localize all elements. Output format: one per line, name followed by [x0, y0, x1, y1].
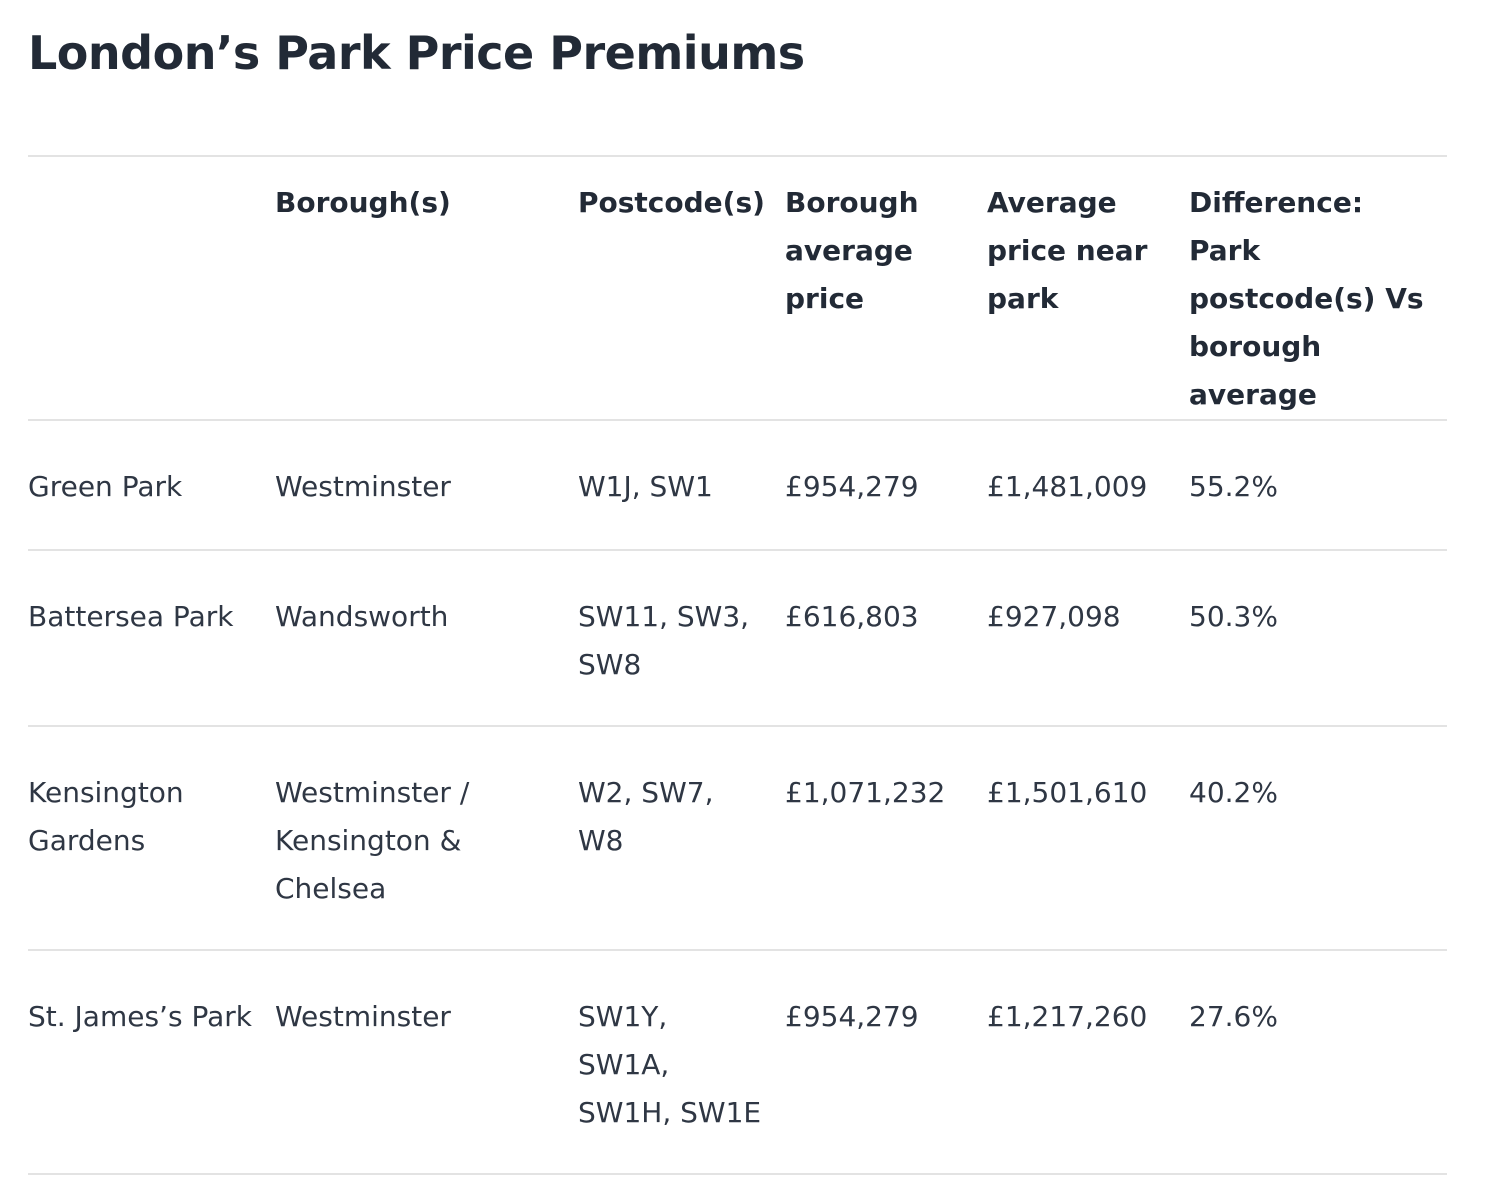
table-row: Battersea Park Wandsworth SW11, SW3, SW8… — [28, 550, 1447, 726]
cell-borough-average-price: £954,279 — [785, 1000, 919, 1033]
cell-boroughs: Westminster / Kensington & Chelsea — [275, 776, 470, 905]
header-average-price-near-park: Average price near park — [987, 186, 1148, 315]
page-title: London’s Park Price Premiums — [28, 26, 805, 80]
cell-borough-average-price: £954,279 — [785, 470, 919, 503]
cell-postcodes: SW11, SW3, SW8 — [578, 600, 750, 681]
cell-boroughs: Westminster — [275, 1000, 451, 1033]
table-row: Green Park Westminster W1J, SW1 £954,279… — [28, 420, 1447, 550]
cell-average-price-near-park: £927,098 — [987, 600, 1121, 633]
cell-postcodes: W2, SW7, W8 — [578, 776, 714, 857]
cell-borough-average-price: £1,071,232 — [785, 776, 946, 809]
header-borough-average-price: Borough average price — [785, 186, 919, 315]
cell-park: St. James’s Park — [28, 1000, 252, 1033]
header-boroughs: Borough(s) — [275, 186, 451, 219]
table-header-row: Borough(s) Postcode(s) Borough average p… — [28, 156, 1447, 420]
header-park — [28, 156, 275, 420]
cell-difference: 27.6% — [1189, 1000, 1278, 1033]
cell-boroughs: Wandsworth — [275, 600, 449, 633]
header-difference: Difference: Park postcode(s) Vs borough … — [1189, 186, 1424, 411]
cell-park: Green Park — [28, 470, 183, 503]
cell-average-price-near-park: £1,481,009 — [987, 470, 1148, 503]
cell-difference: 50.3% — [1189, 600, 1278, 633]
cell-average-price-near-park: £1,501,610 — [987, 776, 1148, 809]
table-row: St. James’s Park Westminster SW1Y, SW1A,… — [28, 950, 1447, 1174]
cell-average-price-near-park: £1,217,260 — [987, 1000, 1148, 1033]
park-price-table: Borough(s) Postcode(s) Borough average p… — [28, 155, 1447, 1175]
cell-postcodes: SW1Y, SW1A, SW1H, SW1E — [578, 1000, 762, 1129]
header-postcodes: Postcode(s) — [578, 186, 765, 219]
cell-difference: 55.2% — [1189, 470, 1278, 503]
cell-borough-average-price: £616,803 — [785, 600, 919, 633]
cell-boroughs: Westminster — [275, 470, 451, 503]
cell-park: Kensington Gardens — [28, 776, 184, 857]
cell-postcodes: W1J, SW1 — [578, 470, 713, 503]
table-row: Kensington Gardens Westminster / Kensing… — [28, 726, 1447, 950]
cell-park: Battersea Park — [28, 600, 234, 633]
cell-difference: 40.2% — [1189, 776, 1278, 809]
